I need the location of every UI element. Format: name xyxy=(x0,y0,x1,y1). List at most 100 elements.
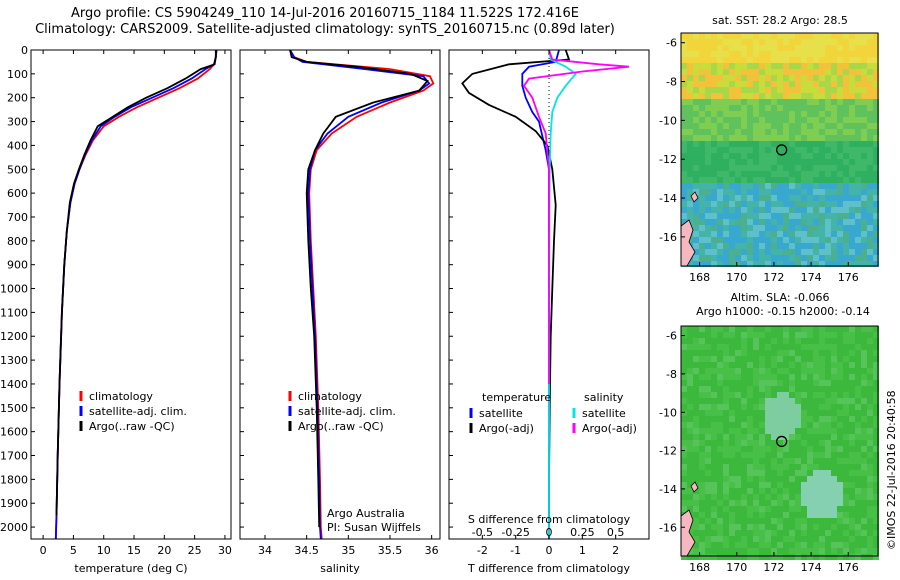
map-cell xyxy=(735,123,741,129)
map-cell xyxy=(837,386,843,392)
map-cell xyxy=(705,51,711,57)
map-cell xyxy=(771,500,777,506)
depth-tick-label: 600 xyxy=(7,187,28,200)
map-cell xyxy=(813,183,819,189)
depth-tick-label: 400 xyxy=(7,139,28,152)
map-cell xyxy=(681,147,687,153)
map-cell xyxy=(861,476,867,482)
map-cell xyxy=(861,356,867,362)
map-cell xyxy=(723,165,729,171)
map-cell xyxy=(741,374,747,380)
map-cell xyxy=(711,261,717,267)
map-cell xyxy=(873,494,879,500)
map-cell xyxy=(813,440,819,446)
map-cell xyxy=(753,350,759,356)
map-cell xyxy=(699,141,705,147)
map-cell xyxy=(783,171,789,177)
map-cell xyxy=(801,410,807,416)
map-cell xyxy=(759,165,765,171)
map-cell xyxy=(831,410,837,416)
map-cell xyxy=(735,470,741,476)
map-cell xyxy=(717,177,723,183)
map-cell xyxy=(747,530,753,536)
map-cell xyxy=(801,332,807,338)
map-cell xyxy=(819,422,825,428)
map-cell xyxy=(747,177,753,183)
map-cell xyxy=(699,207,705,213)
map-cell xyxy=(729,51,735,57)
map-cell xyxy=(777,177,783,183)
map-cell xyxy=(831,482,837,488)
map-cell xyxy=(753,392,759,398)
map-cell xyxy=(705,512,711,518)
map-cell xyxy=(855,512,861,518)
depth-tick-label: 1600 xyxy=(0,426,28,439)
map-cell xyxy=(771,51,777,57)
map-cell xyxy=(747,237,753,243)
map-cell xyxy=(819,87,825,93)
map-cell xyxy=(699,147,705,153)
map-cell xyxy=(777,332,783,338)
map-cell xyxy=(789,488,795,494)
map-cell xyxy=(801,482,807,488)
map-cell xyxy=(795,51,801,57)
map-cell xyxy=(795,464,801,470)
map-cell xyxy=(699,548,705,554)
map-cell xyxy=(753,189,759,195)
map-cell xyxy=(813,446,819,452)
map-cell xyxy=(693,398,699,404)
map-cell xyxy=(789,494,795,500)
map-cell xyxy=(723,219,729,225)
map-cell xyxy=(783,117,789,123)
map-cell xyxy=(741,518,747,524)
map-cell xyxy=(789,153,795,159)
map-cell xyxy=(813,434,819,440)
map-cell xyxy=(849,81,855,87)
map-cell xyxy=(735,338,741,344)
map-cell xyxy=(783,249,789,255)
map-cell xyxy=(843,350,849,356)
map-cell xyxy=(729,518,735,524)
map-cell xyxy=(735,129,741,135)
map-cell xyxy=(687,123,693,129)
map-cell xyxy=(741,57,747,63)
map-cell xyxy=(831,470,837,476)
map-cell xyxy=(855,476,861,482)
map-cell xyxy=(777,368,783,374)
map-cell xyxy=(807,374,813,380)
map-cell xyxy=(861,255,867,261)
map-cell xyxy=(747,63,753,69)
map-cell xyxy=(789,177,795,183)
map-cell xyxy=(699,392,705,398)
map-cell xyxy=(777,255,783,261)
map-cell xyxy=(693,344,699,350)
map-cell xyxy=(687,470,693,476)
map-cell xyxy=(771,189,777,195)
map-cell xyxy=(687,207,693,213)
map-cell xyxy=(783,99,789,105)
map-cell xyxy=(747,123,753,129)
map-cell xyxy=(753,123,759,129)
map-cell xyxy=(747,482,753,488)
map-cell xyxy=(849,530,855,536)
map-cell xyxy=(735,494,741,500)
map-cell xyxy=(753,446,759,452)
map-cell xyxy=(801,147,807,153)
map-cell xyxy=(705,368,711,374)
map-cell xyxy=(801,51,807,57)
map-cell xyxy=(723,440,729,446)
map-cell xyxy=(687,105,693,111)
map-cell xyxy=(873,51,879,57)
map-cell xyxy=(759,416,765,422)
map-cell xyxy=(687,93,693,99)
map-cell xyxy=(687,554,693,560)
map-cell xyxy=(765,255,771,261)
map-cell xyxy=(801,440,807,446)
diff-xtick-label: 0 xyxy=(546,544,553,557)
map-cell xyxy=(723,446,729,452)
map-cell xyxy=(837,524,843,530)
map-cell xyxy=(753,386,759,392)
map-cell xyxy=(807,428,813,434)
map-cell xyxy=(717,189,723,195)
map-cell xyxy=(765,195,771,201)
